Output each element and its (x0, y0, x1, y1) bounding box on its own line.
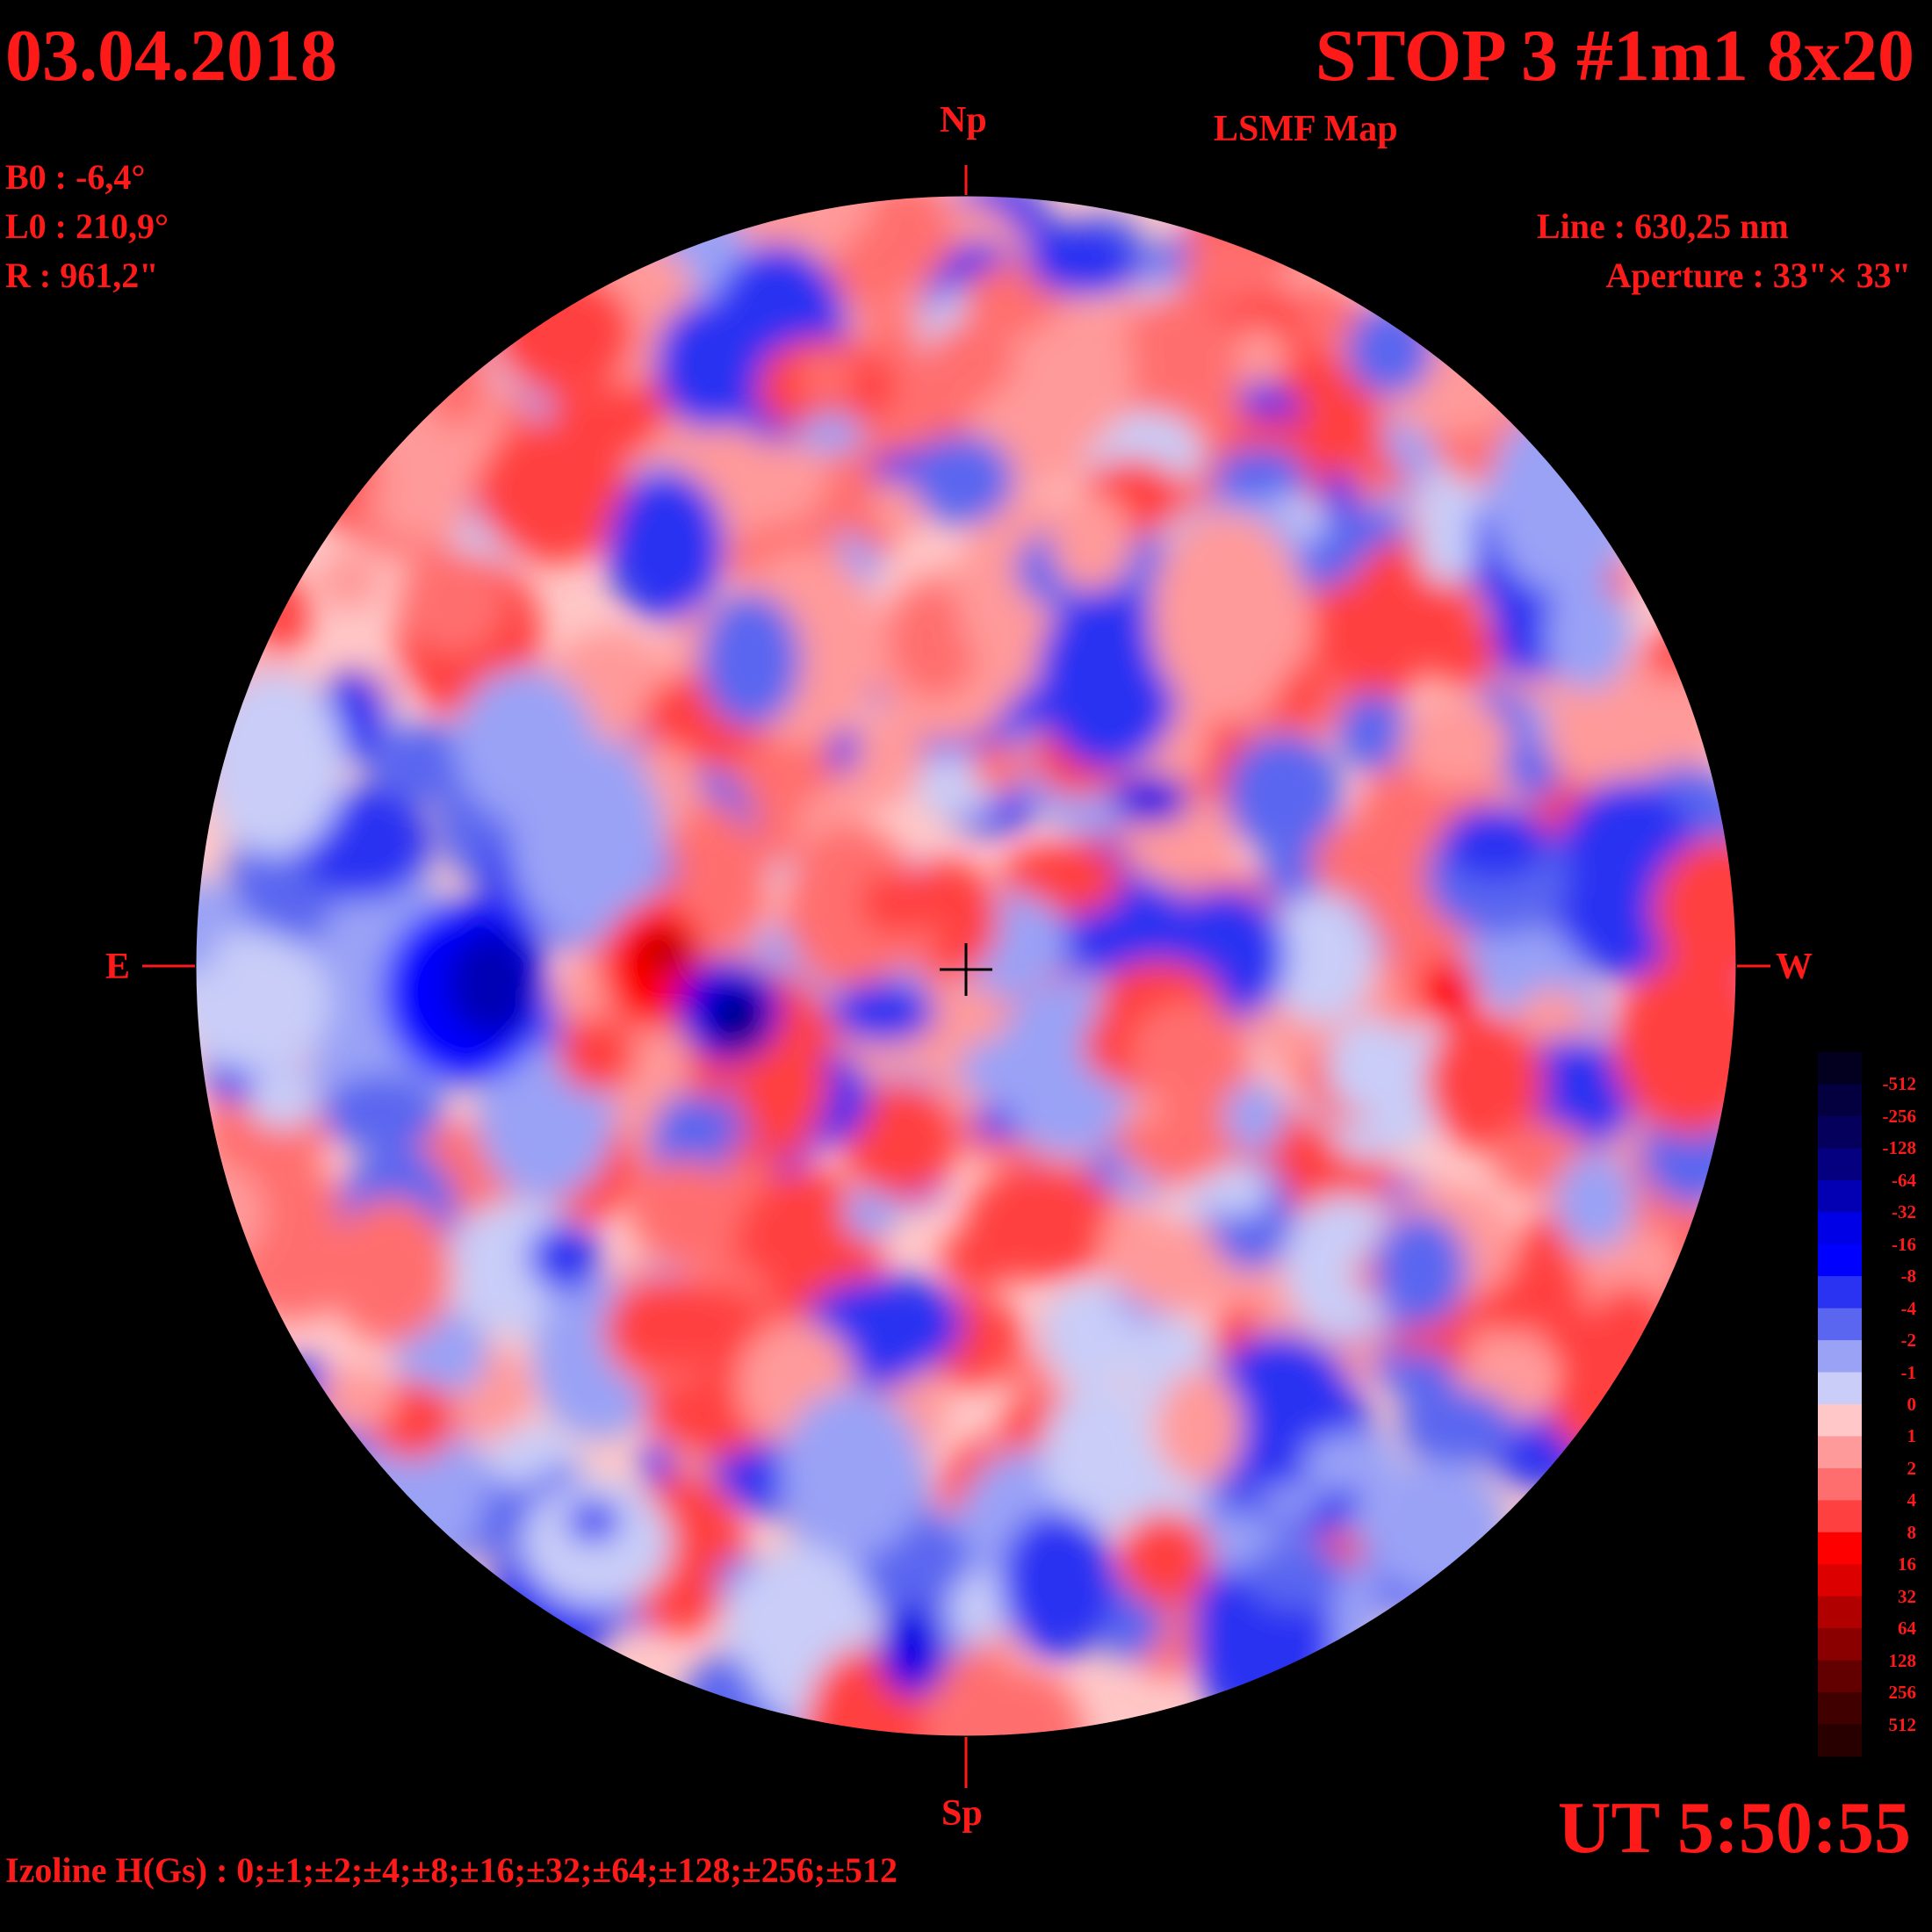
b0-param: B0 : -6,4° (5, 157, 146, 197)
legend-swatch (1818, 1115, 1862, 1149)
radius-param: R : 961,2" (5, 256, 159, 295)
map-title: STOP 3 #1m1 8x20 (1315, 15, 1914, 97)
legend-label: 512 (1888, 1713, 1917, 1735)
legend-swatch (1818, 1724, 1862, 1757)
legend-swatch (1818, 1148, 1862, 1181)
legend-swatch (1818, 1212, 1862, 1245)
legend-swatch (1818, 1628, 1862, 1662)
legend-swatch (1818, 1084, 1862, 1117)
legend-label: 4 (1907, 1489, 1917, 1511)
universal-time: UT 5:50:55 (1557, 1787, 1911, 1869)
aperture: Aperture : 33"× 33" (1605, 256, 1911, 295)
south-pole-label: Sp (941, 1793, 983, 1834)
legend-label: 8 (1907, 1521, 1917, 1543)
legend-swatch (1818, 1660, 1862, 1693)
legend-swatch (1818, 1532, 1862, 1565)
legend-label: -256 (1882, 1105, 1917, 1127)
east-label: E (105, 947, 131, 987)
color-legend-bar (1818, 1052, 1862, 1757)
legend-label: -1 (1900, 1361, 1917, 1383)
legend-swatch (1818, 1372, 1862, 1405)
legend-label: 0 (1907, 1394, 1917, 1415)
observation-date: 03.04.2018 (5, 15, 337, 97)
north-pole-label: Np (940, 100, 987, 141)
legend-swatch (1818, 1564, 1862, 1597)
legend-swatch (1818, 1308, 1862, 1341)
legend-label: 16 (1898, 1554, 1916, 1575)
legend-swatch (1818, 1340, 1862, 1373)
legend-label: -16 (1892, 1233, 1916, 1255)
legend-label: 2 (1907, 1457, 1917, 1479)
spectral-line: Line : 630,25 nm (1537, 206, 1789, 246)
legend-swatch (1818, 1276, 1862, 1309)
izoline-levels: Izoline H(Gs) : 0;±1;±2;±4;±8;±16;±32;±6… (5, 1850, 898, 1890)
legend-swatch (1818, 1500, 1862, 1533)
legend-label: -512 (1882, 1073, 1917, 1095)
legend-swatch (1818, 1052, 1862, 1085)
legend-swatch (1818, 1436, 1862, 1469)
legend-label: 256 (1888, 1682, 1917, 1704)
legend-label: 32 (1898, 1585, 1916, 1607)
legend-swatch (1818, 1596, 1862, 1629)
legend-label: -2 (1900, 1330, 1917, 1352)
legend-swatch (1818, 1404, 1862, 1437)
legend-label: -64 (1892, 1169, 1916, 1191)
legend-label: 128 (1888, 1649, 1917, 1671)
legend-label: -8 (1900, 1265, 1917, 1287)
solar-disk (195, 195, 1737, 1737)
legend-swatch (1818, 1692, 1862, 1726)
legend-label: -32 (1892, 1201, 1916, 1223)
map-subtitle: LSMF Map (1214, 109, 1398, 149)
legend-swatch (1818, 1467, 1862, 1501)
legend-swatch (1818, 1179, 1862, 1213)
west-label: W (1776, 947, 1813, 987)
legend-label: -128 (1882, 1137, 1917, 1159)
legend-label: -4 (1900, 1297, 1917, 1319)
l0-param: L0 : 210,9° (5, 206, 169, 246)
legend-label: 64 (1898, 1618, 1916, 1640)
legend-swatch (1818, 1244, 1862, 1277)
legend-label: 1 (1907, 1425, 1917, 1447)
